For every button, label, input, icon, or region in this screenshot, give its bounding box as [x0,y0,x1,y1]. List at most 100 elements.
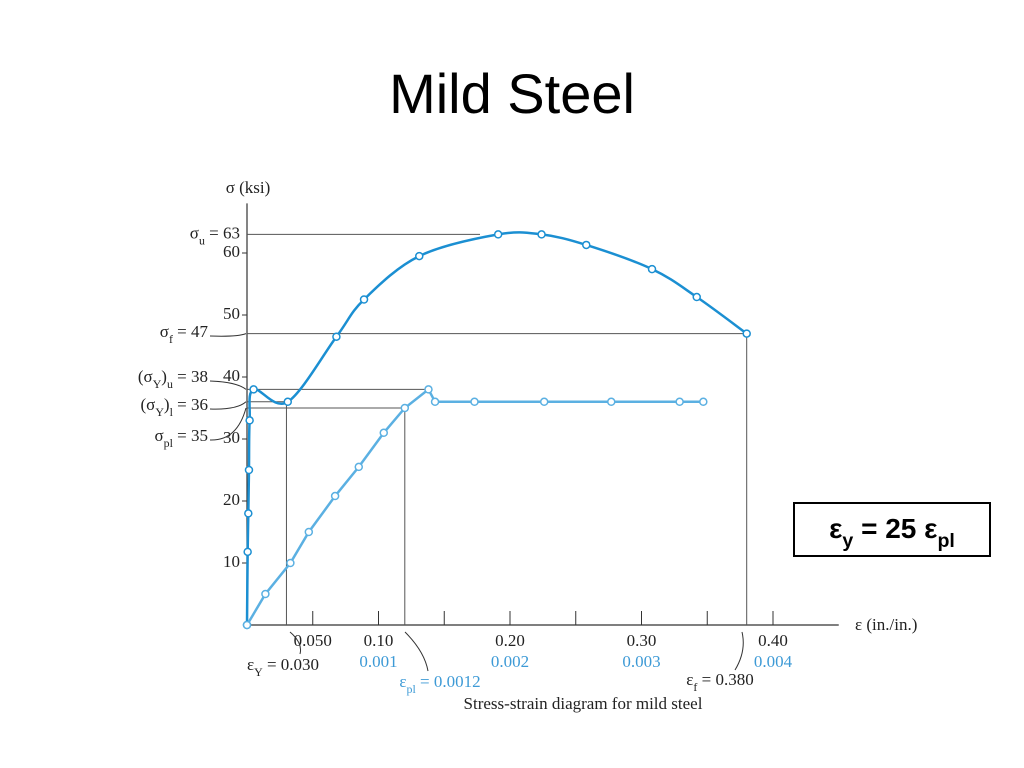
x-tick-label: 0.20 [495,631,525,650]
point [286,558,295,568]
point [243,547,252,557]
point [675,397,684,407]
point [742,329,751,338]
x-tick-label: 0.30 [627,631,657,650]
marker-label: (σY)u = 38 [138,367,208,391]
subscript: pl [164,436,174,450]
marker-label: εf = 0.380 [686,670,753,694]
label-part: ) [164,395,170,414]
label-part: ε [829,513,842,544]
label-part: (σ [141,395,156,414]
point [539,397,549,407]
label-part: = 0.380 [697,670,753,689]
marker-label: σf = 47 [160,322,209,346]
point [354,462,364,472]
label-part: σ [190,223,199,242]
point [470,397,479,407]
label-part: σ [154,426,163,445]
point [283,397,293,407]
marker-label: (σY)l = 36 [141,395,209,419]
point [692,292,701,302]
subscript: Y [153,377,162,391]
leader [209,380,247,390]
point [261,589,270,599]
y-axis-label: σ (ksi) [226,178,271,197]
leader [209,407,247,441]
subscript: y [842,530,853,552]
point [242,620,252,630]
point [332,332,341,341]
x2-tick-label: 0.001 [359,652,397,671]
subscript: u [199,233,205,247]
point [607,397,616,407]
y-tick-label: 60 [223,242,240,261]
point [424,385,433,394]
point [379,428,389,438]
callout-text: εy = 25 εpl [829,513,955,552]
y-tick-label: 40 [223,366,240,385]
x2-tick-label: 0.004 [754,652,793,671]
label-part: (σ [138,367,153,386]
point [244,509,253,518]
point [359,295,369,304]
label-part: = 35 [173,426,208,445]
curve [245,231,748,626]
point [699,397,708,407]
subscript: pl [937,530,954,552]
label-part: ε [399,672,406,691]
x-axis-label: ε (in./in.) [855,615,917,634]
label-part: ) [161,367,167,386]
point [304,527,314,537]
x-tick-label: 0.10 [364,631,394,650]
label-part: ε [686,670,693,689]
subscript: f [169,332,173,346]
point [647,264,657,274]
marker-label: εpl = 0.0012 [399,672,480,696]
point [415,251,424,261]
point [582,240,591,250]
point [430,397,440,407]
point [493,230,503,239]
y-tick-label: 30 [223,428,240,447]
leader [209,401,247,410]
point [245,416,254,425]
label-part: = 0.0012 [416,672,481,691]
x-tick-label: 0.40 [758,631,788,650]
leader [209,333,247,337]
subscript: pl [407,682,417,696]
point [330,491,340,501]
caption: Stress-strain diagram for mild steel [464,694,703,713]
subscript: u [167,377,173,391]
curve [245,387,704,626]
slide-title: Mild Steel [389,62,635,125]
label-part: = 38 [173,367,208,386]
point [537,230,546,239]
subscript: l [170,405,174,419]
label-part: = 63 [205,223,240,242]
x2-tick-label: 0.002 [491,652,529,671]
leader [734,631,744,671]
subscript: Y [155,405,164,419]
leader [289,631,301,655]
marker-label: σu = 63 [190,223,240,247]
label-part: = 47 [173,322,209,341]
label-part: ε [247,655,254,674]
marker-label: σpl = 35 [154,426,208,450]
label-part: = 0.030 [263,655,319,674]
marker-label: εY = 0.030 [247,655,319,679]
subscript: f [693,680,697,694]
subscript: Y [254,665,263,679]
y-tick-label: 50 [223,304,240,323]
x2-tick-label: 0.003 [622,652,660,671]
label-part: = 36 [173,395,208,414]
point [400,403,410,413]
y-tick-label: 20 [223,490,240,509]
label-part: σ [160,322,169,341]
leader [404,631,429,672]
point [249,385,258,394]
y-tick-label: 10 [223,552,240,571]
callout-box [793,502,991,557]
x-tick-label: 0.050 [294,631,332,650]
label-part: = 25 ε [853,513,937,544]
